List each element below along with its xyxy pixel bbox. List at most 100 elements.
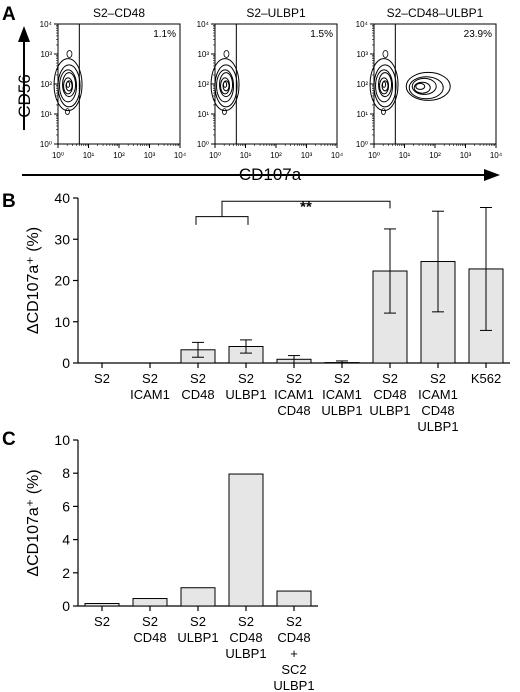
category-label: S2 — [190, 614, 206, 629]
flow-plot-2: S2–ULBP1 10⁰ 10¹ 10² 10³ 10⁴ 10⁰ 10¹ 10² 10³ 10⁴ 1.… — [197, 6, 344, 160]
x-tick-label: 10³ — [460, 151, 472, 160]
flow-plot-title: S2–CD48 — [93, 6, 145, 20]
y-tick-label: 10¹ — [356, 110, 368, 119]
contour-line — [65, 81, 71, 88]
y-tick-label: 30 — [54, 231, 70, 247]
bar — [84, 603, 120, 607]
y-axis-label: ΔCD107a⁺ (%) — [25, 227, 42, 334]
category-label: S2 — [238, 614, 254, 629]
contour-line — [222, 80, 230, 92]
contour-line — [57, 64, 81, 108]
category-label: CD48 — [229, 630, 262, 645]
panel-a-flow-plots: S2–CD48 10⁰ 10¹ 10² 10³ 10⁴ 10⁰ 10¹ 10² 10³ 10⁴ 1.1… — [40, 6, 503, 160]
y-tick-label: 10² — [356, 80, 368, 89]
category-label: CD48 — [181, 387, 214, 402]
significance-label: ** — [300, 198, 312, 215]
category-label: CD48 — [421, 403, 454, 418]
category-label: S2 — [382, 371, 398, 386]
category-label: CD48 — [277, 403, 310, 418]
panel-b-letter: B — [2, 191, 16, 212]
flow-plot-3: S2–CD48–ULBP1 10⁰ 10¹ 10² 10³ 10⁴ 10⁰ 10¹ 10² 10³… — [356, 6, 503, 160]
y-tick-label: 40 — [54, 190, 70, 206]
category-label: S2 — [430, 371, 446, 386]
y-tick-label: 10 — [54, 432, 70, 448]
contour-line-positive — [413, 81, 431, 94]
panel-a-x-axis-label: CD107a — [239, 165, 302, 184]
category-label: S2 — [238, 371, 254, 386]
contour-line — [369, 58, 399, 112]
category-label: S2 — [94, 614, 110, 629]
category-label: ULBP1 — [177, 630, 218, 645]
contour-line-positive — [411, 77, 437, 95]
bar — [180, 587, 216, 607]
category-label: CD48 — [277, 630, 310, 645]
x-tick-label: 10⁴ — [174, 151, 187, 160]
gate-percent-label: 23.9% — [464, 29, 492, 40]
x-tick-label: 10¹ — [240, 151, 252, 160]
y-tick-label: 10¹ — [40, 110, 52, 119]
contour-line — [220, 77, 231, 95]
category-label: ICAM1 — [418, 387, 458, 402]
contour-line — [210, 58, 240, 112]
category-label: S2 — [286, 371, 302, 386]
gate-percent-label: 1.1% — [153, 29, 176, 40]
category-label: K562 — [471, 371, 501, 386]
y-tick-label: 0 — [62, 355, 70, 371]
panel-a-letter: A — [2, 4, 16, 25]
y-tick-label: 10⁴ — [197, 20, 210, 29]
contour-outlier — [223, 50, 230, 58]
category-label: S2 — [334, 371, 350, 386]
y-tick-label: 10³ — [40, 50, 52, 59]
y-tick-label: 10⁰ — [197, 140, 209, 149]
category-label: ULBP1 — [417, 419, 458, 434]
contour-line — [214, 64, 238, 108]
panel-a-y-arrowhead — [18, 26, 30, 42]
contour-line — [222, 81, 228, 88]
contour-line — [373, 64, 397, 108]
x-tick-label: 10² — [429, 151, 441, 160]
y-tick-label: 8 — [62, 465, 70, 481]
contour-line — [378, 72, 393, 98]
category-label: + — [290, 646, 298, 661]
y-tick-label: 10¹ — [197, 110, 209, 119]
y-axis-label: ΔCD107a⁺ (%) — [25, 469, 42, 576]
contour-line — [62, 72, 77, 98]
y-tick-label: 10³ — [197, 50, 209, 59]
contour-line — [65, 80, 73, 92]
category-label: ULBP1 — [225, 387, 266, 402]
flow-plot-1: S2–CD48 10⁰ 10¹ 10² 10³ 10⁴ 10⁰ 10¹ 10² 10³ 10⁴ 1.1… — [40, 6, 187, 160]
category-label: S2 — [142, 614, 158, 629]
contour-line-positive — [415, 82, 426, 90]
x-tick-label: 10⁰ — [368, 151, 380, 160]
contour-line-positive — [405, 71, 451, 101]
contour-line — [63, 77, 74, 95]
contour-outlier — [65, 108, 70, 116]
x-tick-label: 10⁰ — [209, 151, 221, 160]
x-tick-label: 10⁰ — [52, 151, 64, 160]
y-tick-label: 0 — [62, 598, 70, 614]
category-label: ULBP1 — [225, 646, 266, 661]
contour-line — [59, 69, 78, 103]
contour-outlier — [66, 50, 73, 58]
contour-line — [53, 58, 83, 112]
contour-line — [381, 80, 389, 92]
category-label: ULBP1 — [321, 403, 362, 418]
y-tick-label: 10³ — [356, 50, 368, 59]
bar — [276, 590, 312, 607]
contour-outlier — [381, 108, 386, 116]
significance-bracket — [195, 216, 249, 225]
y-tick-label: 10⁰ — [356, 140, 368, 149]
y-tick-label: 6 — [62, 498, 70, 514]
x-tick-label: 10² — [270, 151, 282, 160]
category-label: CD48 — [373, 387, 406, 402]
category-label: ULBP1 — [273, 678, 314, 692]
x-tick-label: 10⁴ — [331, 151, 344, 160]
x-tick-label: 10¹ — [83, 151, 95, 160]
category-label: S2 — [142, 371, 158, 386]
panel-a-y-axis-label: CD56 — [15, 74, 34, 117]
category-label: SC2 — [281, 662, 306, 677]
category-label: ULBP1 — [369, 403, 410, 418]
contour-outlier — [222, 108, 227, 116]
